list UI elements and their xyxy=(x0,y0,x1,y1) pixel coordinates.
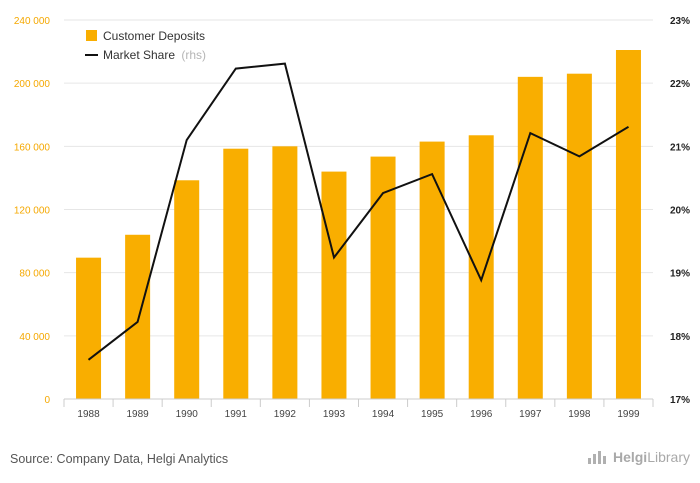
x-tick-label: 1998 xyxy=(568,409,591,420)
left-tick-label: 40 000 xyxy=(19,332,50,343)
left-tick-label: 240 000 xyxy=(14,16,51,27)
right-tick-label: 21% xyxy=(670,142,690,153)
left-tick-label: 200 000 xyxy=(14,79,51,90)
x-tick-label: 1999 xyxy=(617,409,640,420)
bar-deposits-1989 xyxy=(125,234,151,399)
source-note: Source: Company Data, Helgi Analytics xyxy=(10,452,229,466)
legend-label-deposits: Customer Deposits xyxy=(103,29,205,43)
x-tick-label: 1997 xyxy=(519,409,542,420)
bar-chart-icon xyxy=(587,451,606,464)
x-tick-label: 1993 xyxy=(323,409,346,420)
right-tick-label: 17% xyxy=(670,395,690,406)
bar-deposits-1997 xyxy=(517,76,543,399)
left-tick-label: 160 000 xyxy=(14,142,51,153)
left-tick-label: 80 000 xyxy=(19,269,50,280)
brand-logo: HelgiLibrary xyxy=(587,449,690,465)
legend-label-market-share: Market Share (rhs) xyxy=(103,48,206,62)
bar-deposits-1999 xyxy=(615,50,641,400)
x-tick-label: 1995 xyxy=(421,409,444,420)
grid-lines xyxy=(64,19,653,337)
brand-light: Library xyxy=(647,449,690,465)
x-tick-label: 1994 xyxy=(372,409,395,420)
legend-market-share-note: (rhs) xyxy=(181,48,206,62)
brand-name: HelgiLibrary xyxy=(613,449,690,465)
bar-deposits-1995 xyxy=(419,141,445,400)
bar-series xyxy=(76,50,641,400)
bar-deposits-1998 xyxy=(566,73,592,400)
line-series xyxy=(87,62,630,361)
bar-deposits-1990 xyxy=(174,180,200,399)
right-tick-label: 18% xyxy=(670,332,690,343)
x-tick-label: 1992 xyxy=(274,409,297,420)
bar-deposits-1988 xyxy=(76,257,102,399)
right-tick-label: 22% xyxy=(670,79,690,90)
bar-deposits-1993 xyxy=(321,171,347,399)
right-tick-label: 19% xyxy=(670,269,690,280)
left-tick-label: 0 xyxy=(44,395,50,406)
bar-deposits-1994 xyxy=(370,156,396,399)
x-tick-label: 1990 xyxy=(176,409,199,420)
bar-deposits-1992 xyxy=(272,146,298,399)
right-tick-label: 23% xyxy=(670,16,690,27)
x-tick-label: 1991 xyxy=(225,409,248,420)
legend: Customer Deposits Market Share (rhs) xyxy=(85,29,206,62)
brand-bold: Helgi xyxy=(612,449,648,465)
right-tick-label: 20% xyxy=(670,206,690,217)
bar-deposits-1991 xyxy=(223,148,249,399)
left-tick-label: 120 000 xyxy=(14,206,51,217)
x-tick-label: 1988 xyxy=(77,409,100,420)
legend-swatch-deposits xyxy=(86,30,97,41)
bar-deposits-1996 xyxy=(468,135,494,399)
legend-market-share-name: Market Share xyxy=(103,48,175,62)
line-market-share xyxy=(87,62,630,361)
axes: 0 40 000 80 000 120 000 160 000 200 000 240 00… xyxy=(14,16,690,420)
x-tick-label: 1989 xyxy=(127,409,150,420)
x-tick-label: 1996 xyxy=(470,409,493,420)
